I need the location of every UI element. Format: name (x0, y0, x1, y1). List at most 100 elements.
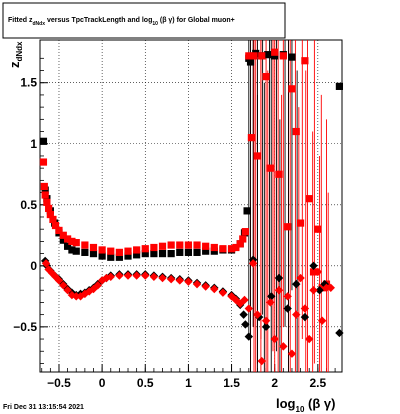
data-point-diamond (218, 288, 228, 297)
data-point-diamond (115, 271, 124, 280)
data-point-square (301, 57, 309, 65)
data-point-diamond (149, 272, 159, 281)
data-point-diamond (309, 286, 318, 295)
data-point-diamond (274, 286, 284, 295)
data-point-diamond (201, 282, 210, 291)
data-point-diamond (63, 286, 72, 295)
data-point-diamond (244, 332, 254, 341)
data-point-square (288, 85, 296, 93)
data-point-square (193, 241, 201, 249)
data-point-square (247, 134, 255, 142)
data-point-square (158, 250, 167, 258)
data-point-square (89, 250, 98, 258)
data-point-square (59, 231, 67, 239)
data-point-diamond (240, 295, 249, 305)
data-point-square (89, 243, 98, 252)
data-point-diamond (123, 271, 133, 280)
y-axis-label-sub: dNdx (15, 41, 24, 62)
data-point-square (107, 247, 115, 255)
data-point-square (150, 243, 158, 252)
data-point-square (167, 241, 175, 249)
data-point-square (72, 239, 80, 247)
data-point-square (210, 247, 218, 255)
data-point-diamond (292, 279, 301, 289)
data-point-square (271, 48, 279, 56)
data-point-diamond (296, 273, 305, 283)
x-axis-label-tail: (β γ) (304, 396, 335, 411)
x-tick-label: 1 (185, 376, 192, 390)
data-point-diamond (93, 281, 103, 290)
data-point-diamond (287, 349, 297, 358)
data-point-square (288, 53, 296, 61)
data-point-square (81, 241, 89, 249)
y-tick-label: 1.5 (20, 76, 37, 90)
data-point-square (176, 241, 184, 249)
data-point-square (167, 250, 175, 258)
data-point-square (284, 223, 292, 231)
x-tick-label: 0 (99, 376, 106, 390)
data-point-square (292, 127, 300, 136)
data-point-diamond (317, 316, 327, 325)
data-point-diamond (267, 292, 276, 301)
data-point-square (39, 137, 48, 145)
title-part-b: versus TpcTrackLength and log (45, 17, 152, 24)
y-tick-label: 0.5 (20, 198, 37, 212)
data-point-diamond (67, 290, 77, 300)
data-point-square (124, 247, 132, 255)
data-point-diamond (261, 316, 271, 325)
x-axis-label-sub: 10 (296, 405, 305, 414)
data-point-square (150, 250, 158, 258)
data-point-diamond (210, 284, 219, 294)
x-tick-label: 2.5 (309, 376, 326, 390)
data-point-diamond (261, 322, 271, 332)
data-point-diamond (41, 259, 51, 268)
data-point-diamond (59, 281, 68, 290)
y-axis-label: zdNdx (7, 41, 24, 68)
chart-title: Fitted zdNdx versus TpcTrackLength and l… (8, 17, 235, 27)
data-point-square (210, 243, 218, 252)
data-point-diamond (274, 273, 284, 283)
data-point-square (275, 170, 283, 178)
data-point-square (40, 182, 48, 191)
data-point-diamond (106, 272, 115, 281)
data-point-square (115, 248, 123, 256)
data-point-diamond (253, 310, 262, 319)
x-tick-label: 1.5 (223, 376, 240, 390)
data-point-diamond (141, 271, 150, 280)
data-point-square (258, 52, 266, 60)
data-point-square (45, 204, 53, 213)
data-point-square (246, 58, 255, 66)
data-point-square (41, 186, 49, 194)
data-point-diamond (326, 283, 335, 292)
data-point-square (239, 235, 247, 243)
error-bars-layer (248, 40, 329, 372)
data-point-square (309, 268, 318, 276)
data-point-diamond (279, 342, 288, 351)
y-axis-label-main: z (7, 61, 22, 68)
data-point-diamond (315, 286, 324, 295)
data-point-square (124, 252, 132, 260)
data-point-square (133, 246, 141, 254)
x-tick-label: −0.5 (47, 376, 71, 390)
data-point-diamond (132, 271, 141, 280)
data-point-square (107, 253, 115, 261)
title-part-a: Fitted z (8, 17, 33, 24)
data-point-square (49, 215, 57, 224)
title-subscript-a: dNdx (33, 21, 46, 27)
x-tick-label: 0.5 (137, 376, 154, 390)
data-point-square (43, 198, 51, 206)
x-tick-label: 2 (271, 376, 278, 390)
data-point-diamond (292, 310, 301, 319)
data-point-diamond (239, 310, 248, 319)
data-point-square (59, 236, 67, 244)
timestamp: Fri Dec 31 13:15:54 2021 (3, 404, 84, 411)
data-point-square (141, 245, 149, 253)
data-point-square (335, 82, 344, 90)
x-axis-label: log10 (β γ) (276, 396, 335, 414)
data-point-diamond (283, 304, 292, 313)
data-point-square (184, 241, 193, 249)
data-point-square (81, 248, 89, 256)
data-point-square (68, 237, 76, 245)
data-point-square (241, 228, 249, 236)
data-point-square (305, 195, 313, 203)
